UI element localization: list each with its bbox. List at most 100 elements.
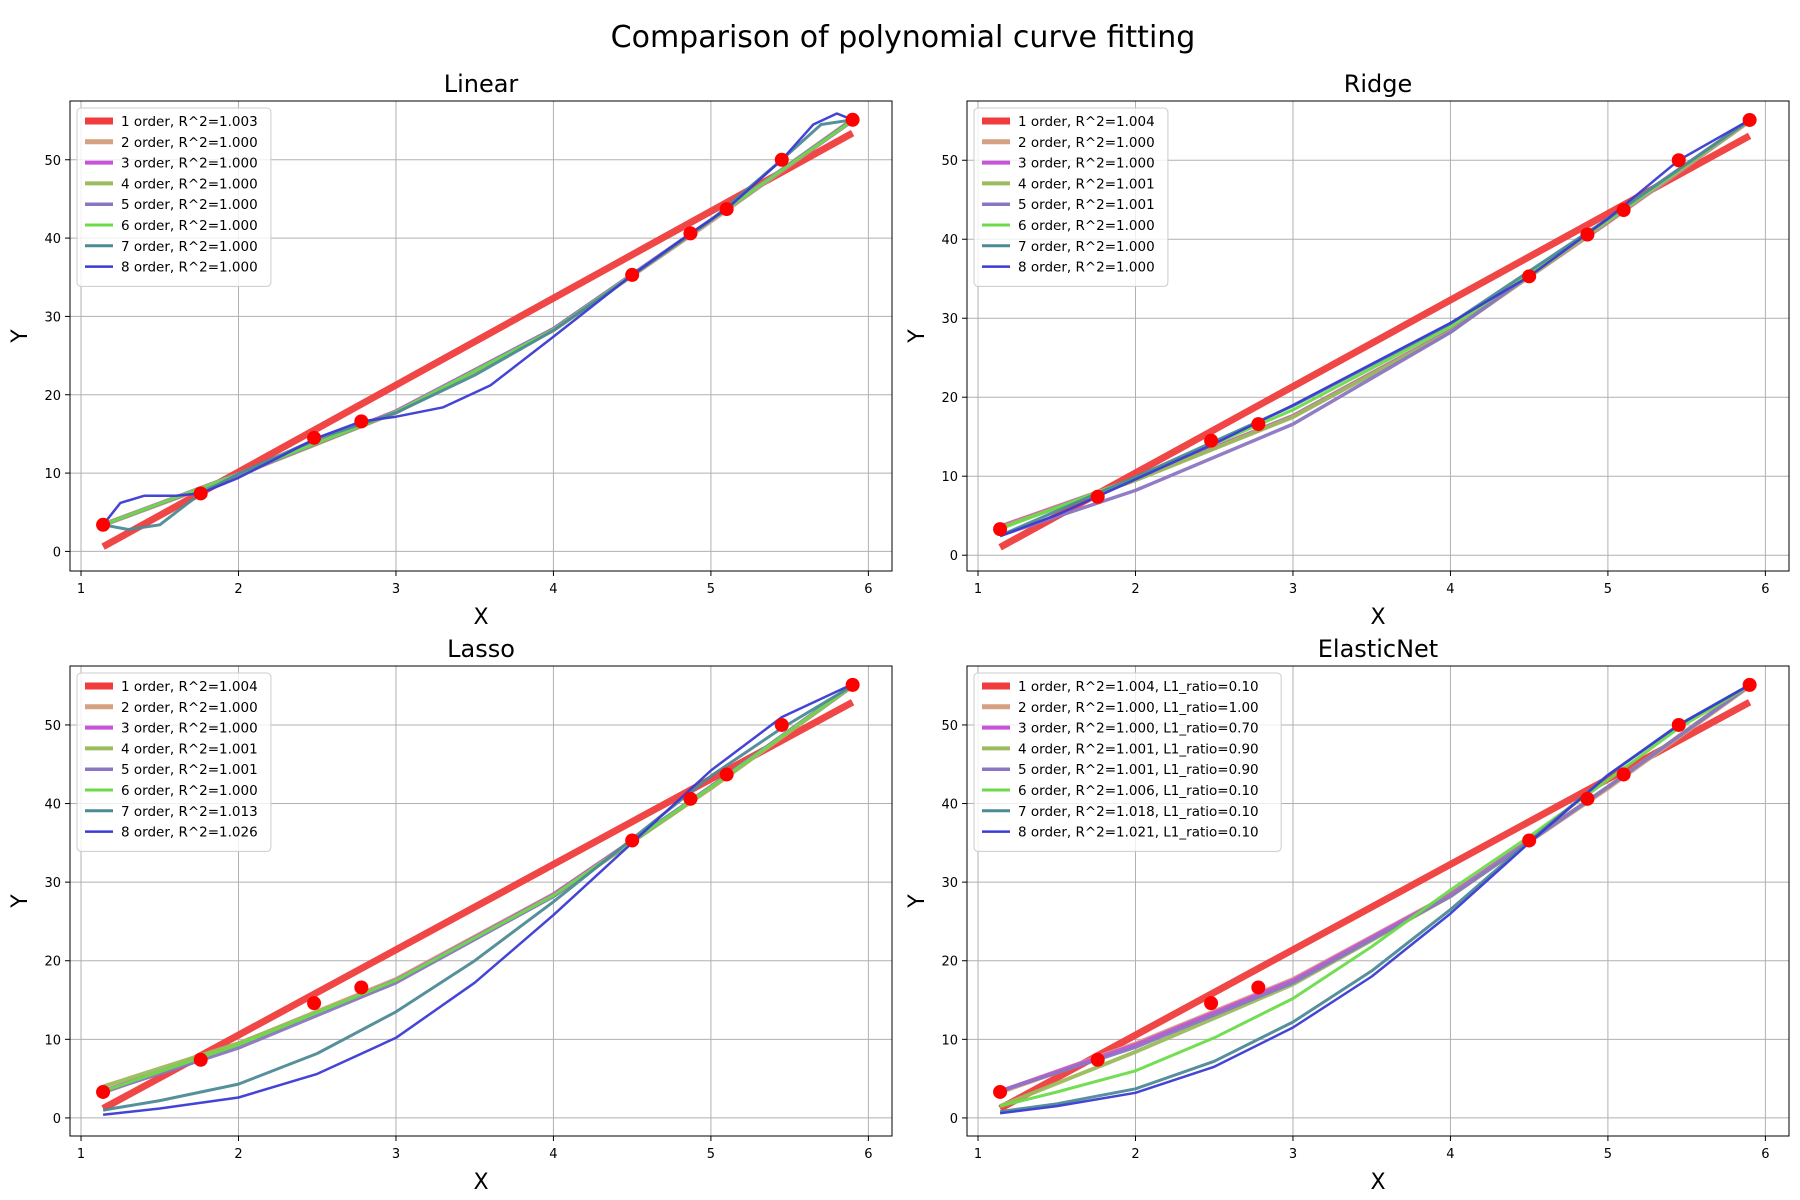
legend-label: 4 order, R^2=1.000 bbox=[121, 176, 258, 192]
axes-frame bbox=[966, 665, 1790, 1137]
subplot-title: Ridge bbox=[1344, 70, 1413, 98]
data-point bbox=[719, 202, 734, 217]
series-line-6 bbox=[102, 684, 854, 1093]
y-tick-label: 10 bbox=[44, 1033, 61, 1048]
x-axis-label: X bbox=[473, 1170, 488, 1195]
y-tick-label: 40 bbox=[941, 233, 958, 248]
y-tick-label: 50 bbox=[44, 719, 61, 734]
data-point bbox=[993, 522, 1008, 537]
y-tick-label: 40 bbox=[941, 798, 958, 813]
series-group bbox=[101, 112, 855, 550]
data-point bbox=[1580, 227, 1595, 242]
x-tick-label: 1 bbox=[77, 1147, 85, 1162]
data-point bbox=[683, 791, 698, 806]
legend-label: 1 order, R^2=1.003 bbox=[121, 114, 258, 130]
data-point bbox=[683, 226, 698, 241]
x-axis-label: X bbox=[473, 605, 488, 630]
y-tick-label: 50 bbox=[44, 154, 61, 169]
legend-label: 7 order, R^2=1.018, L1_ratio=0.10 bbox=[1018, 804, 1259, 820]
series-line-8 bbox=[999, 683, 1751, 1115]
x-tick-label: 5 bbox=[707, 1147, 715, 1162]
data-point bbox=[1204, 996, 1219, 1011]
y-tick-label: 10 bbox=[941, 470, 958, 485]
x-tick-label: 1 bbox=[974, 582, 982, 597]
x-tick-label: 4 bbox=[1446, 582, 1454, 597]
data-point bbox=[845, 112, 860, 127]
data-point bbox=[96, 517, 111, 532]
data-point bbox=[1580, 791, 1595, 806]
axes-frame bbox=[69, 665, 893, 1137]
y-tick-label: 10 bbox=[941, 1033, 958, 1048]
legend-label: 7 order, R^2=1.013 bbox=[121, 804, 258, 820]
legend-label: 2 order, R^2=1.000 bbox=[1018, 135, 1155, 151]
x-tick-label: 3 bbox=[392, 582, 400, 597]
legend-label: 2 order, R^2=1.000 bbox=[121, 700, 258, 716]
subplot-title: Linear bbox=[444, 70, 519, 98]
y-tick-label: 50 bbox=[941, 154, 958, 169]
x-axis-label: X bbox=[1370, 605, 1385, 630]
grid bbox=[967, 666, 1789, 1136]
legend-label: 2 order, R^2=1.000, L1_ratio=1.00 bbox=[1018, 700, 1259, 716]
legend-label: 4 order, R^2=1.001 bbox=[121, 741, 258, 757]
x-tick-label: 2 bbox=[234, 1147, 242, 1162]
data-point bbox=[1616, 203, 1631, 218]
x-tick-label: 6 bbox=[864, 582, 872, 597]
data-point bbox=[1090, 1052, 1105, 1067]
legend: 1 order, R^2=1.003 2 order, R^2=1.000 3 or… bbox=[76, 107, 272, 287]
subplot-2: 1 2 3 4 5 6 0 10 20 30 40 50 Lasso X Y 1 order, R^2=1.0… bbox=[8, 635, 893, 1195]
series-line-8 bbox=[102, 682, 854, 1117]
axes-frame bbox=[69, 100, 893, 572]
subplots: 1 2 3 4 5 6 0 10 20 30 40 50 Linear X Y 1 order, R^2=1.… bbox=[8, 70, 1790, 1195]
x-tick-label: 3 bbox=[1289, 1147, 1297, 1162]
legend-label: 2 order, R^2=1.000 bbox=[121, 135, 258, 151]
y-axis-label: Y bbox=[8, 894, 33, 909]
legend-label: 4 order, R^2=1.001 bbox=[1018, 176, 1155, 192]
legend-label: 3 order, R^2=1.000 bbox=[121, 721, 258, 737]
legend-label: 5 order, R^2=1.001 bbox=[1018, 197, 1155, 213]
x-tick-label: 6 bbox=[1761, 1147, 1769, 1162]
y-axis-label: Y bbox=[905, 894, 930, 909]
legend-label: 1 order, R^2=1.004 bbox=[1018, 114, 1155, 130]
y-tick-label: 20 bbox=[44, 955, 61, 970]
series-group bbox=[998, 118, 1752, 551]
y-tick-label: 0 bbox=[950, 549, 958, 564]
x-tick-label: 4 bbox=[549, 582, 557, 597]
data-point bbox=[1522, 269, 1537, 284]
grid bbox=[70, 666, 892, 1136]
y-tick-label: 30 bbox=[941, 312, 958, 327]
data-point bbox=[354, 980, 369, 995]
legend-label: 6 order, R^2=1.000 bbox=[121, 218, 258, 234]
data-point bbox=[625, 833, 640, 848]
subplot-title: ElasticNet bbox=[1318, 635, 1438, 663]
data-point bbox=[1204, 433, 1219, 448]
legend-box bbox=[76, 672, 272, 852]
y-tick-label: 20 bbox=[44, 389, 61, 404]
subplot-title: Lasso bbox=[447, 635, 515, 663]
data-point bbox=[1522, 833, 1537, 848]
data-point bbox=[193, 1052, 208, 1067]
data-point bbox=[845, 677, 860, 692]
y-axis-label: Y bbox=[905, 329, 930, 344]
data-point bbox=[1251, 980, 1266, 995]
data-point bbox=[1251, 417, 1266, 432]
legend-label: 5 order, R^2=1.001, L1_ratio=0.90 bbox=[1018, 762, 1259, 778]
legend: 1 order, R^2=1.004 2 order, R^2=1.000 3 or… bbox=[973, 107, 1169, 287]
y-tick-label: 30 bbox=[941, 876, 958, 891]
data-point bbox=[719, 767, 734, 782]
data-point bbox=[307, 430, 322, 445]
x-tick-label: 3 bbox=[392, 1147, 400, 1162]
subplot-1: 1 2 3 4 5 6 0 10 20 30 40 50 Ridge X Y 1 order, R^2=1.0… bbox=[905, 70, 1790, 630]
data-point bbox=[307, 996, 322, 1011]
legend: 1 order, R^2=1.004, L1_ratio=0.10 2 order… bbox=[973, 672, 1282, 852]
subplot-0: 1 2 3 4 5 6 0 10 20 30 40 50 Linear X Y 1 order, R^2=1.… bbox=[8, 70, 893, 630]
subplot-3: 1 2 3 4 5 6 0 10 20 30 40 50 ElasticNet X Y 1 order, R^… bbox=[905, 635, 1790, 1195]
legend: 1 order, R^2=1.004 2 order, R^2=1.000 3 or… bbox=[76, 672, 272, 852]
legend-label: 5 order, R^2=1.001 bbox=[121, 762, 258, 778]
y-tick-label: 10 bbox=[44, 467, 61, 482]
x-tick-label: 1 bbox=[77, 582, 85, 597]
series-line-7 bbox=[102, 684, 854, 1112]
x-tick-label: 5 bbox=[707, 582, 715, 597]
data-point bbox=[354, 414, 369, 429]
x-tick-label: 4 bbox=[549, 1147, 557, 1162]
